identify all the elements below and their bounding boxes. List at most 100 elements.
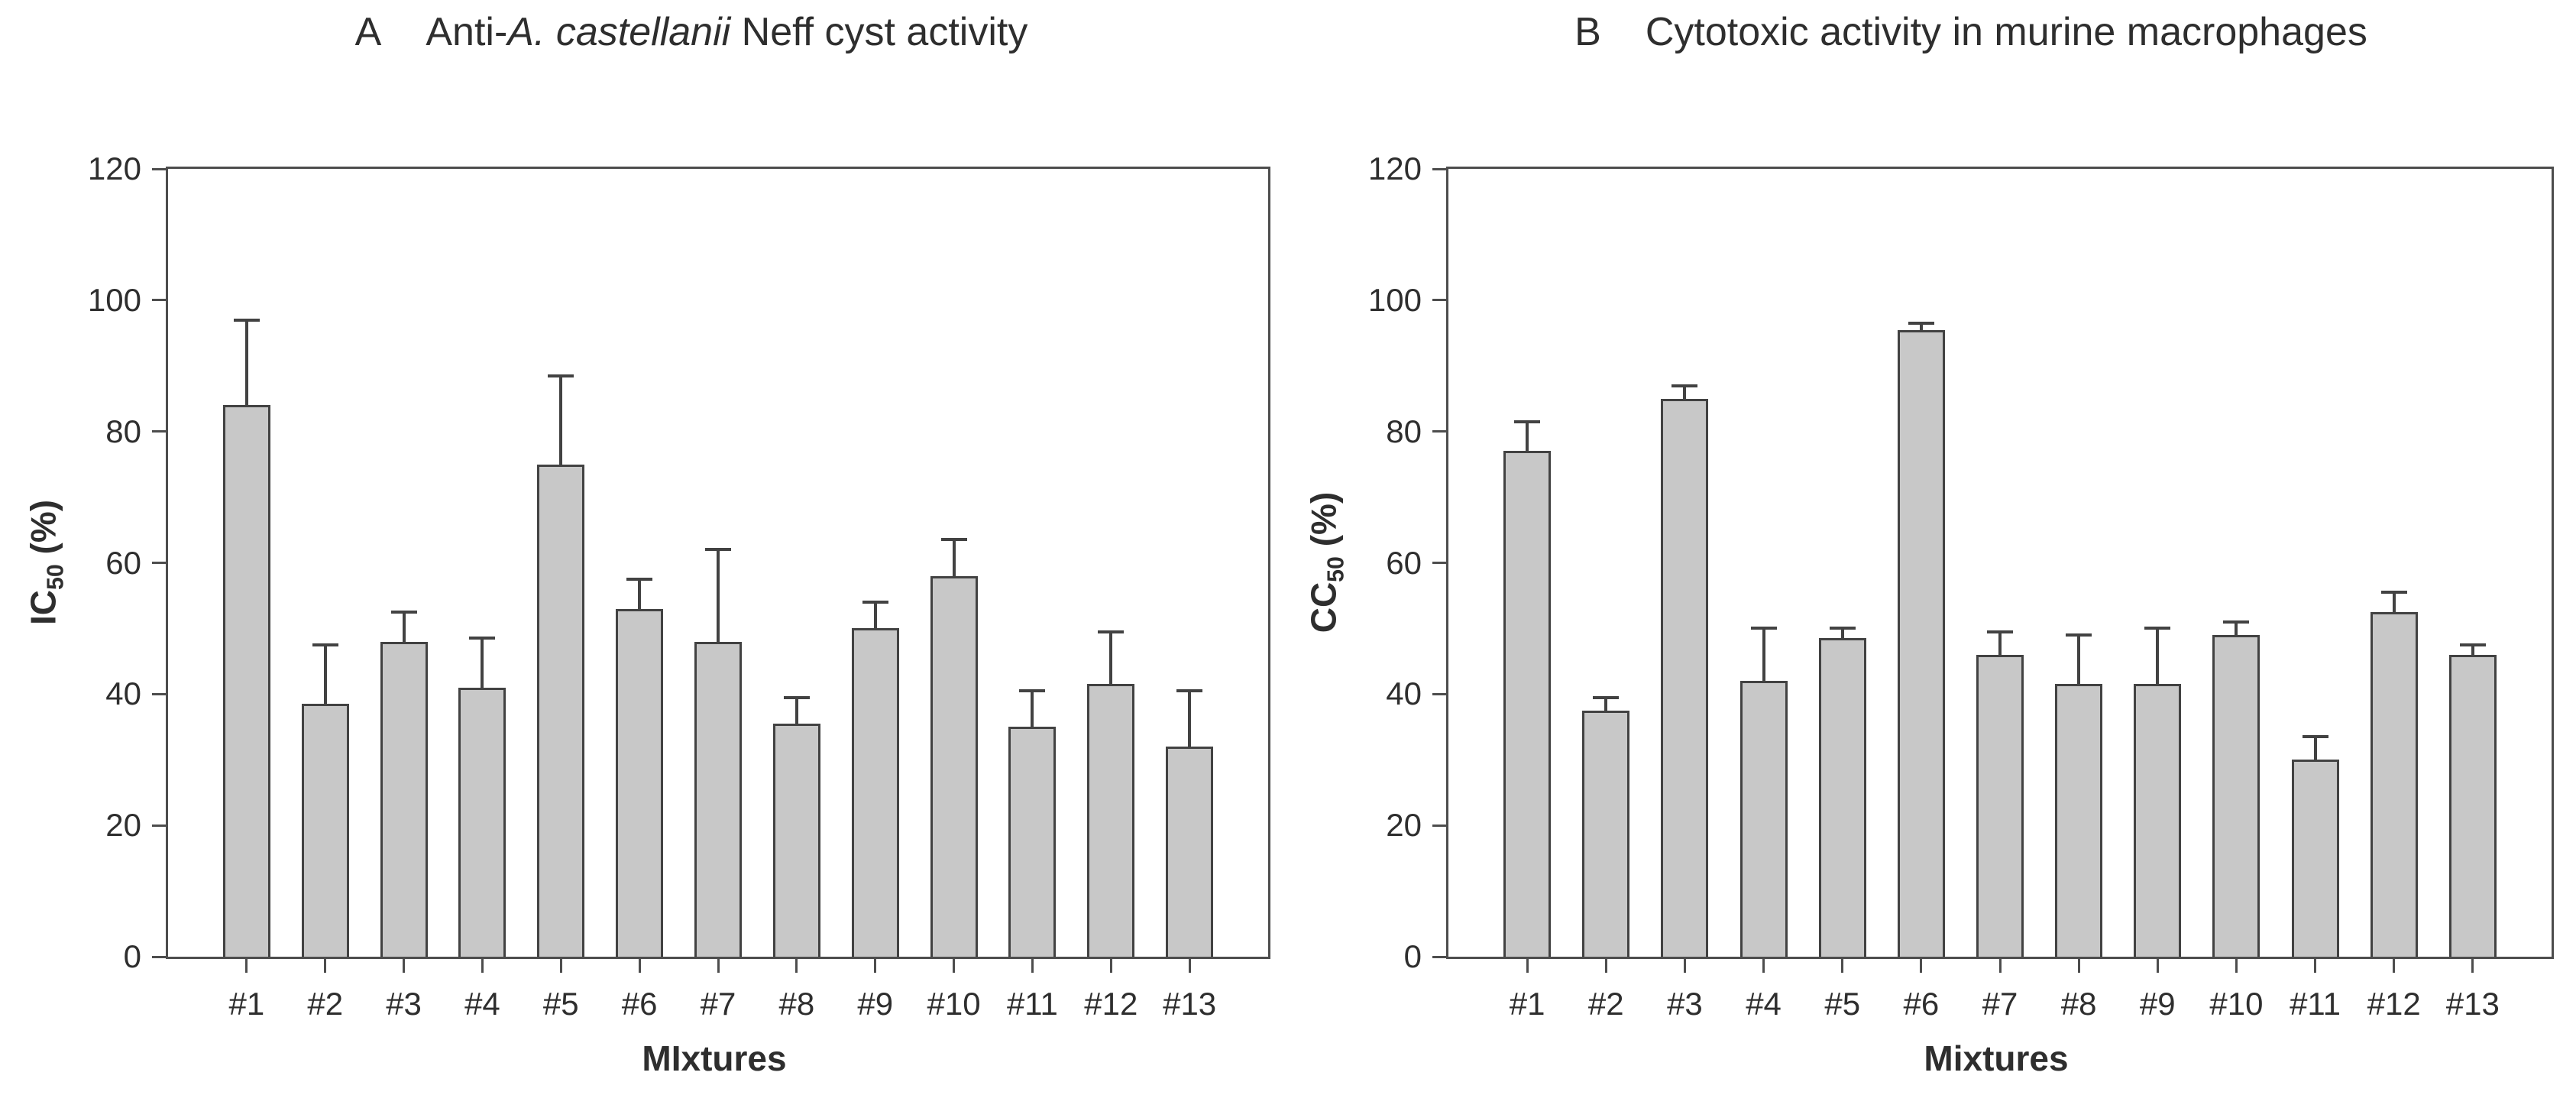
bar: [458, 687, 506, 957]
y-axis-tick: [1432, 299, 1446, 302]
bar: [2291, 760, 2339, 957]
x-tick-label: #10: [2209, 986, 2264, 1022]
x-tick-label: #5: [1824, 986, 1861, 1022]
error-bar-line: [1919, 322, 1923, 330]
x-tick-label: #4: [1746, 986, 1782, 1022]
x-tick-label: #8: [778, 986, 815, 1022]
error-bar-line: [1998, 631, 2002, 655]
bar: [380, 641, 428, 957]
bar: [301, 704, 349, 957]
x-tick-label: #2: [1587, 986, 1624, 1022]
x-axis-tick: [481, 959, 484, 973]
error-bar-line: [1604, 697, 1608, 711]
error-bar-line: [2471, 644, 2474, 655]
x-tick-label: #1: [1509, 986, 1545, 1022]
x-axis-tick: [2077, 959, 2080, 973]
error-bar-line: [402, 611, 406, 642]
error-bar-line: [638, 579, 642, 609]
panel-a-label: A: [354, 10, 382, 54]
x-tick-label: #1: [228, 986, 265, 1022]
panel-a-title: A Anti-A. castellanii Neff cyst activity: [354, 10, 1028, 54]
error-bar-cap: [1098, 630, 1125, 633]
y-axis-tick: [1432, 955, 1446, 958]
x-axis-tick: [1762, 959, 1765, 973]
error-bar-cap: [390, 610, 417, 614]
bar: [1582, 710, 1630, 957]
y-tick-label: 80: [1386, 413, 1422, 449]
x-tick-label: #9: [857, 986, 894, 1022]
error-bar-line: [2156, 628, 2160, 685]
bar: [1166, 747, 1214, 957]
error-bar-cap: [862, 601, 888, 604]
error-bar-cap: [1750, 627, 1777, 630]
panel-a-title-pre: Anti-: [426, 10, 508, 54]
y-axis-tick: [152, 955, 166, 958]
bar: [1661, 398, 1709, 957]
y-axis-tick: [1432, 430, 1446, 433]
x-tick-label: #7: [1982, 986, 2018, 1022]
x-tick-label: #3: [1667, 986, 1703, 1022]
error-bar-line: [2392, 592, 2396, 612]
x-axis-tick: [1604, 959, 1607, 973]
error-bar-cap: [2066, 633, 2092, 637]
error-bar-line: [1840, 628, 1844, 639]
error-bar-line: [952, 539, 956, 576]
panel-a-x-axis-label: MIxtures: [642, 1038, 787, 1078]
y-axis-tick: [1432, 824, 1446, 827]
panel-a-title-post: Neff cyst activity: [730, 10, 1028, 54]
bar: [616, 608, 664, 957]
panel-b-label: B: [1574, 10, 1601, 54]
error-bar-cap: [2459, 643, 2486, 646]
y-axis-tick: [152, 562, 166, 564]
x-axis-tick: [1920, 959, 1923, 973]
x-tick-label: #4: [464, 986, 500, 1022]
x-axis-tick: [795, 959, 798, 973]
x-tick-label: #9: [2139, 986, 2176, 1022]
x-axis-tick: [1683, 959, 1686, 973]
x-axis-tick: [2156, 959, 2159, 973]
x-axis-tick: [638, 959, 641, 973]
error-bar-cap: [2380, 591, 2407, 594]
y-axis-tick: [152, 430, 166, 433]
bar: [694, 641, 742, 957]
x-axis-tick: [717, 959, 720, 973]
bar: [222, 405, 270, 957]
x-axis-tick: [245, 959, 248, 973]
panel-b-title-pre: Cytotoxic activity in murine macrophages: [1645, 10, 2367, 54]
error-bar-cap: [2302, 735, 2328, 739]
error-bar-cap: [1019, 689, 1046, 693]
y-label-base: IC: [23, 590, 63, 626]
y-tick-label: 60: [105, 544, 141, 581]
error-bar-line: [1188, 691, 1192, 747]
error-bar-cap: [1908, 321, 1934, 325]
error-bar-cap: [940, 538, 967, 542]
x-axis-tick: [1109, 959, 1112, 973]
x-axis-tick: [324, 959, 327, 973]
error-bar-cap: [2144, 627, 2171, 630]
error-bar-cap: [233, 318, 260, 322]
error-bar-cap: [1829, 627, 1856, 630]
y-axis-tick: [152, 824, 166, 827]
error-bar-cap: [1671, 384, 1698, 387]
x-axis-tick: [1841, 959, 1844, 973]
error-bar-line: [794, 697, 798, 724]
error-bar-cap: [1514, 420, 1541, 423]
x-tick-label: #10: [927, 986, 981, 1022]
y-tick-label: 20: [1386, 807, 1422, 844]
x-tick-label: #11: [2290, 986, 2341, 1022]
x-axis-tick: [2393, 959, 2396, 973]
error-bar-line: [1031, 691, 1034, 727]
y-tick-label: 120: [87, 151, 141, 186]
bar: [930, 575, 978, 957]
y-axis-tick: [1432, 167, 1446, 170]
y-tick-label: 0: [123, 938, 141, 974]
bar: [1739, 681, 1788, 957]
y-tick-label: 60: [1386, 544, 1422, 581]
error-bar-cap: [469, 637, 496, 640]
y-tick-label: 0: [1403, 938, 1422, 974]
panel-b-x-axis-label: Mixtures: [1924, 1038, 2069, 1078]
panel-a-plot-area: 0 20 40 60 80 100 120 #1 #2 #3 #4 #5 #6 #7 #8 #9 #10 #11 #…: [88, 152, 1270, 1021]
bar: [1897, 329, 1945, 957]
error-bar-cap: [783, 695, 810, 699]
